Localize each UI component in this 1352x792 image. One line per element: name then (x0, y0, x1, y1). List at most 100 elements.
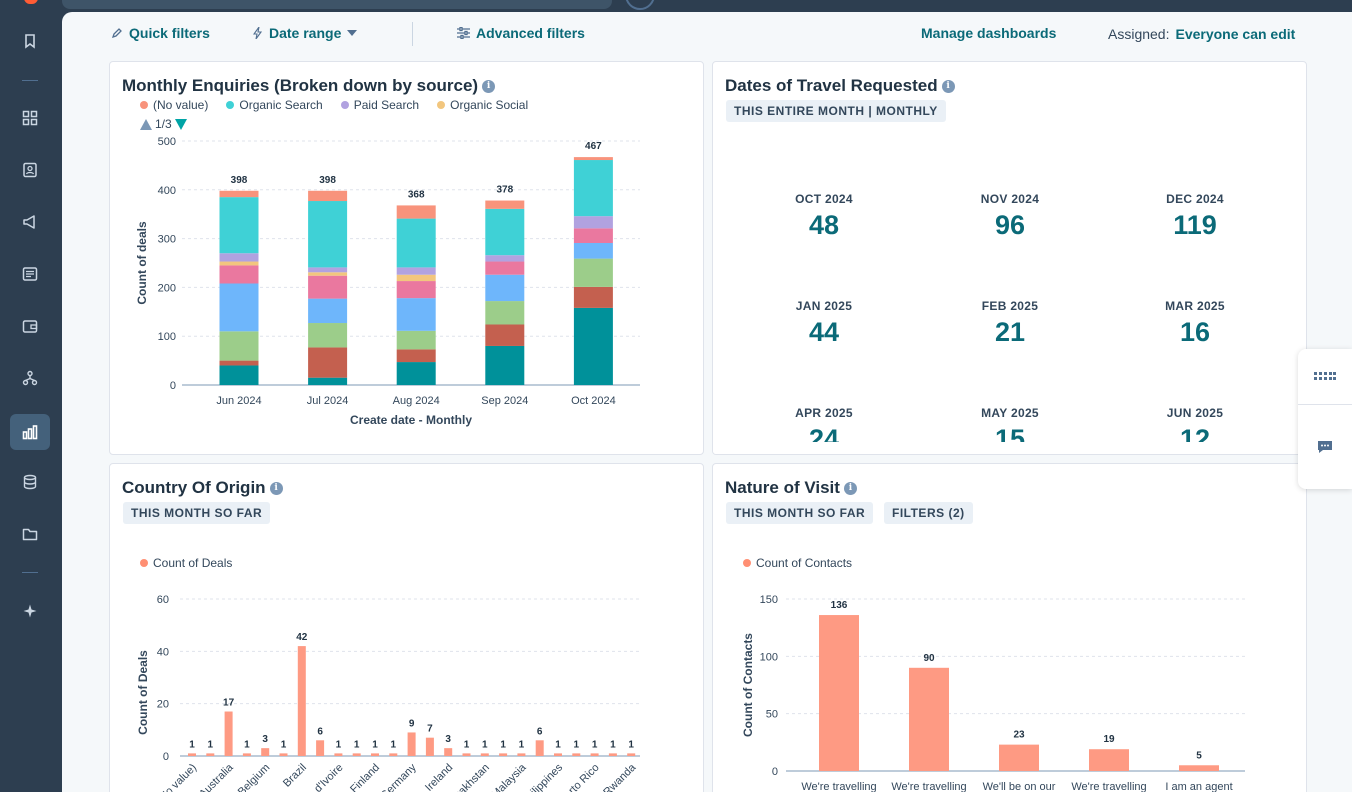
data-label: 42 (296, 632, 308, 643)
x-tick-label: Ireland (423, 762, 455, 792)
bar (819, 615, 859, 771)
bar (334, 753, 343, 756)
advanced-filters-button[interactable]: Advanced filters (457, 25, 585, 41)
dates-of-travel-title: Dates of Travel Requested (725, 76, 938, 95)
kpi-feb-2025: FEB 2025 21 (925, 299, 1095, 348)
bar-segment (308, 201, 348, 268)
global-search-bar[interactable] (62, 0, 612, 9)
pager-up-icon[interactable] (140, 118, 152, 130)
pencil-icon (111, 28, 122, 39)
data-label: 1 (391, 739, 397, 750)
kpi-jan-2025: JAN 2025 44 (739, 299, 909, 348)
kpi-value: 119 (1173, 210, 1217, 240)
card-title: Country Of Origin i (122, 478, 283, 498)
x-tick-label: Rwanda (601, 761, 639, 792)
kpi-label: NOV 2024 (980, 192, 1040, 206)
legend-item[interactable]: Paid Search (340, 98, 419, 112)
y-tick-label: 400 (158, 185, 176, 197)
bar-segment (308, 298, 348, 324)
legend-item[interactable]: Organic Social (437, 98, 528, 112)
bar-segment (573, 307, 613, 385)
data-label: 1 (208, 739, 214, 750)
y-tick-label: 0 (772, 766, 778, 778)
keyboard-icon[interactable] (1298, 349, 1352, 405)
pager-down-icon[interactable] (174, 118, 187, 130)
legend-dot (226, 101, 235, 109)
x-tick-label: Australia (197, 761, 236, 792)
bar (444, 748, 453, 756)
contacts-icon[interactable] (14, 154, 46, 186)
bar (425, 737, 434, 756)
legend-label: Count of Contacts (756, 556, 852, 570)
panel-divider (1298, 404, 1352, 405)
wallet-icon[interactable] (14, 310, 46, 342)
data-label: 1 (555, 739, 561, 750)
bookmark-icon[interactable] (14, 25, 46, 57)
y-tick-label: 0 (170, 380, 176, 392)
sidebar-divider (22, 572, 38, 573)
bar-segment (219, 360, 259, 366)
bar (261, 748, 270, 756)
folder-icon[interactable] (14, 518, 46, 550)
x-tick-label: Jul 2024 (307, 395, 349, 407)
kpi-nov-2024: NOV 2024 96 (925, 192, 1095, 241)
x-tick-label: Germany (378, 761, 419, 792)
bar (279, 753, 288, 756)
data-label: 1 (519, 739, 525, 750)
kpi-label: DEC 2024 (1166, 192, 1224, 206)
nature-of-visit-card: Nature of Visit i THIS MONTH SO FAR FILT… (712, 463, 1307, 792)
assigned-permission-link[interactable]: Everyone can edit (1175, 26, 1296, 42)
card-title: Dates of Travel Requested i (725, 76, 955, 96)
quick-filters-button[interactable]: Quick filters (111, 25, 210, 41)
workflow-icon[interactable] (14, 362, 46, 394)
data-label: 7 (427, 724, 433, 735)
database-icon[interactable] (14, 466, 46, 498)
toolbar-divider (412, 22, 413, 46)
megaphone-icon[interactable] (14, 206, 46, 238)
info-icon[interactable]: i (843, 481, 857, 495)
dates-of-travel-card: Dates of Travel Requested i THIS ENTIRE … (712, 61, 1307, 455)
filters-tag[interactable]: FILTERS (2) (884, 502, 973, 524)
legend-item[interactable]: (No value) (140, 98, 208, 112)
legend-label: Count of Deals (153, 556, 232, 570)
bar-segment (573, 242, 613, 259)
bar-segment (485, 255, 525, 262)
y-axis-label: Count of Deals (136, 650, 150, 735)
bar (608, 753, 617, 756)
legend-label: Organic Search (239, 98, 323, 112)
kpi-label: MAY 2025 (981, 406, 1039, 420)
bar (297, 646, 306, 756)
y-tick-label: 150 (760, 594, 778, 606)
info-icon[interactable]: i (482, 79, 496, 93)
info-icon[interactable]: i (941, 79, 955, 93)
reports-icon[interactable] (10, 414, 50, 450)
legend-pager: 1/3 (140, 117, 187, 131)
y-tick-label: 100 (158, 331, 176, 343)
bar (999, 744, 1039, 771)
data-label: 6 (317, 726, 323, 737)
y-tick-label: 50 (766, 709, 778, 721)
x-tick-label: We're travelling (891, 781, 966, 792)
chat-icon[interactable] (1298, 419, 1352, 475)
manage-dashboards-link[interactable]: Manage dashboards (921, 25, 1056, 41)
legend-dot (140, 559, 148, 567)
bar-segment (485, 324, 525, 346)
legend-item[interactable]: Organic Search (226, 98, 323, 112)
x-tick-label: I am an agent (1165, 781, 1232, 792)
kpi-label: JUN 2025 (1166, 406, 1224, 420)
data-label: 1 (482, 739, 488, 750)
x-tick-label: Belgium (236, 762, 273, 792)
sparkle-icon[interactable] (14, 595, 46, 627)
info-icon[interactable]: i (269, 481, 283, 495)
date-range-button[interactable]: Date range (253, 25, 358, 41)
bar-segment (219, 331, 259, 361)
kpi-scroll-mask (713, 442, 1306, 454)
grid-icon[interactable] (14, 102, 46, 134)
bar-segment (396, 330, 436, 350)
bar (535, 740, 544, 756)
brand-logo[interactable] (24, 0, 38, 4)
data-label: 1 (354, 739, 360, 750)
content-icon[interactable] (14, 258, 46, 290)
bar-segment (485, 301, 525, 325)
